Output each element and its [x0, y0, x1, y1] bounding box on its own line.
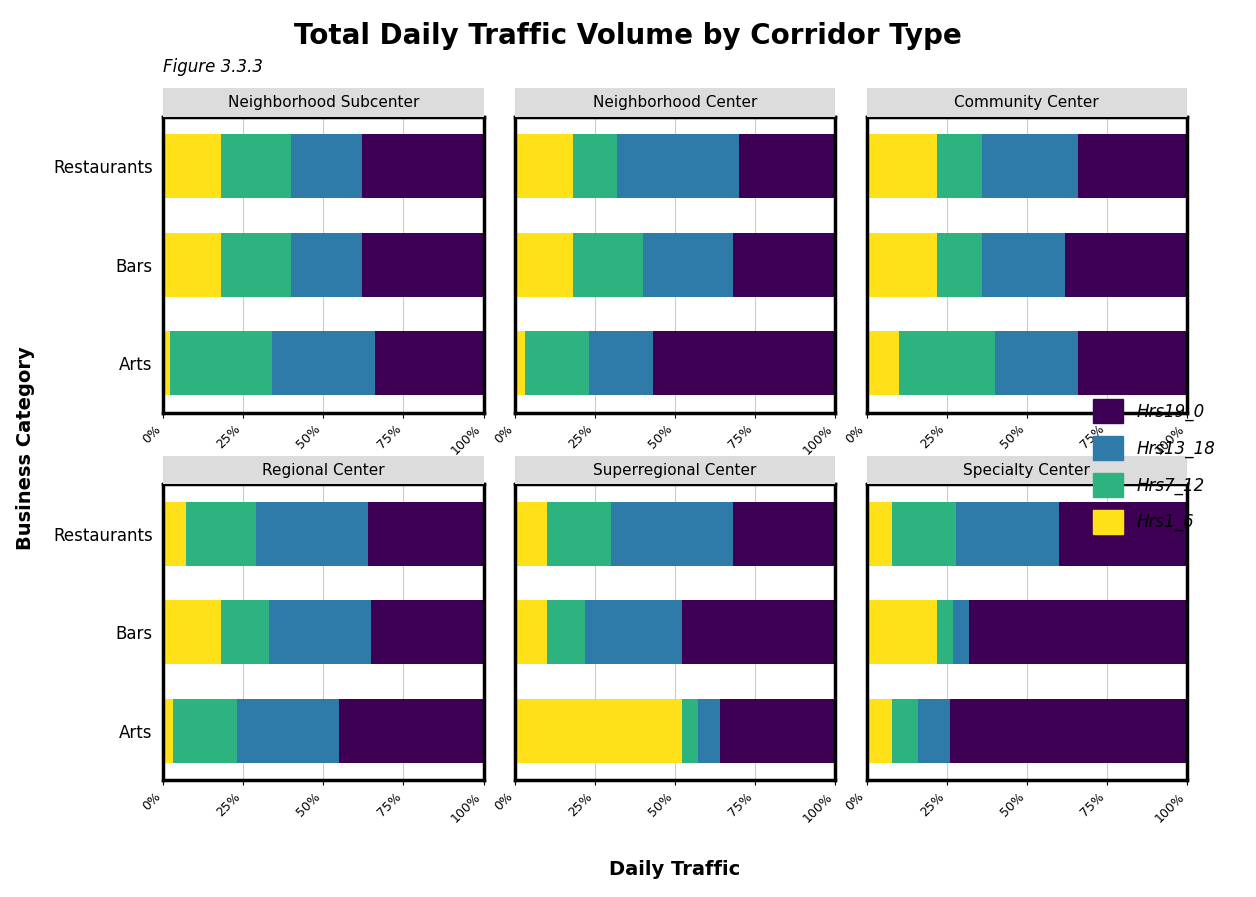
Bar	[362, 134, 484, 198]
Text: Business Category: Business Category	[15, 346, 35, 551]
Bar	[163, 600, 221, 665]
Bar	[937, 232, 982, 297]
Bar	[548, 600, 585, 665]
Bar	[256, 501, 368, 566]
Bar	[269, 600, 372, 665]
Text: Total Daily Traffic Volume by Corridor Type: Total Daily Traffic Volume by Corridor T…	[294, 22, 962, 50]
Bar	[867, 134, 937, 198]
Bar	[653, 331, 835, 396]
Bar	[221, 134, 291, 198]
Text: Community Center: Community Center	[955, 95, 1099, 109]
Bar	[221, 600, 269, 665]
Bar	[867, 232, 937, 297]
Bar	[995, 331, 1078, 396]
Bar	[937, 600, 953, 665]
Legend: Hrs19_0, Hrs13_18, Hrs7_12, Hrs1_6: Hrs19_0, Hrs13_18, Hrs7_12, Hrs1_6	[1086, 393, 1222, 540]
Bar	[368, 501, 484, 566]
Bar	[867, 501, 892, 566]
Bar	[1078, 134, 1187, 198]
Text: Neighborhood Center: Neighborhood Center	[593, 95, 757, 109]
Bar	[372, 600, 484, 665]
Bar	[918, 699, 950, 763]
Bar	[682, 699, 697, 763]
Bar	[525, 331, 589, 396]
Bar	[163, 501, 186, 566]
Text: Neighborhood Subcenter: Neighborhood Subcenter	[227, 95, 420, 109]
Bar	[892, 699, 918, 763]
Bar	[953, 600, 970, 665]
Bar	[937, 134, 982, 198]
Bar	[515, 501, 548, 566]
Bar	[291, 134, 362, 198]
Bar	[970, 600, 1187, 665]
Bar	[618, 134, 739, 198]
Text: Regional Center: Regional Center	[263, 463, 384, 477]
Bar	[548, 501, 612, 566]
Bar	[515, 232, 573, 297]
Bar	[515, 699, 682, 763]
Bar	[682, 600, 835, 665]
Bar	[291, 232, 362, 297]
Bar	[273, 331, 374, 396]
Bar	[982, 232, 1065, 297]
Bar	[732, 232, 835, 297]
Bar	[163, 232, 221, 297]
Bar	[950, 699, 1187, 763]
Text: Figure 3.3.3: Figure 3.3.3	[163, 58, 264, 76]
Text: Daily Traffic: Daily Traffic	[609, 860, 741, 879]
Bar	[173, 699, 237, 763]
Bar	[163, 134, 221, 198]
Text: Superregional Center: Superregional Center	[593, 463, 757, 477]
Bar	[237, 699, 339, 763]
Bar	[163, 699, 173, 763]
Text: Specialty Center: Specialty Center	[963, 463, 1090, 477]
Bar	[867, 331, 899, 396]
Bar	[515, 134, 573, 198]
Bar	[170, 331, 273, 396]
Bar	[573, 134, 618, 198]
Bar	[186, 501, 256, 566]
Bar	[612, 501, 732, 566]
Bar	[867, 699, 892, 763]
Bar	[573, 232, 643, 297]
Bar	[892, 501, 956, 566]
Bar	[1078, 331, 1187, 396]
Bar	[515, 331, 525, 396]
Bar	[374, 331, 484, 396]
Bar	[163, 331, 170, 396]
Bar	[1059, 501, 1187, 566]
Bar	[732, 501, 835, 566]
Bar	[697, 699, 720, 763]
Bar	[643, 232, 732, 297]
Bar	[339, 699, 484, 763]
Bar	[585, 600, 682, 665]
Bar	[515, 600, 548, 665]
Bar	[867, 600, 937, 665]
Bar	[1065, 232, 1187, 297]
Bar	[956, 501, 1059, 566]
Bar	[982, 134, 1078, 198]
Bar	[739, 134, 835, 198]
Bar	[589, 331, 653, 396]
Bar	[362, 232, 484, 297]
Bar	[221, 232, 291, 297]
Bar	[720, 699, 835, 763]
Bar	[899, 331, 995, 396]
